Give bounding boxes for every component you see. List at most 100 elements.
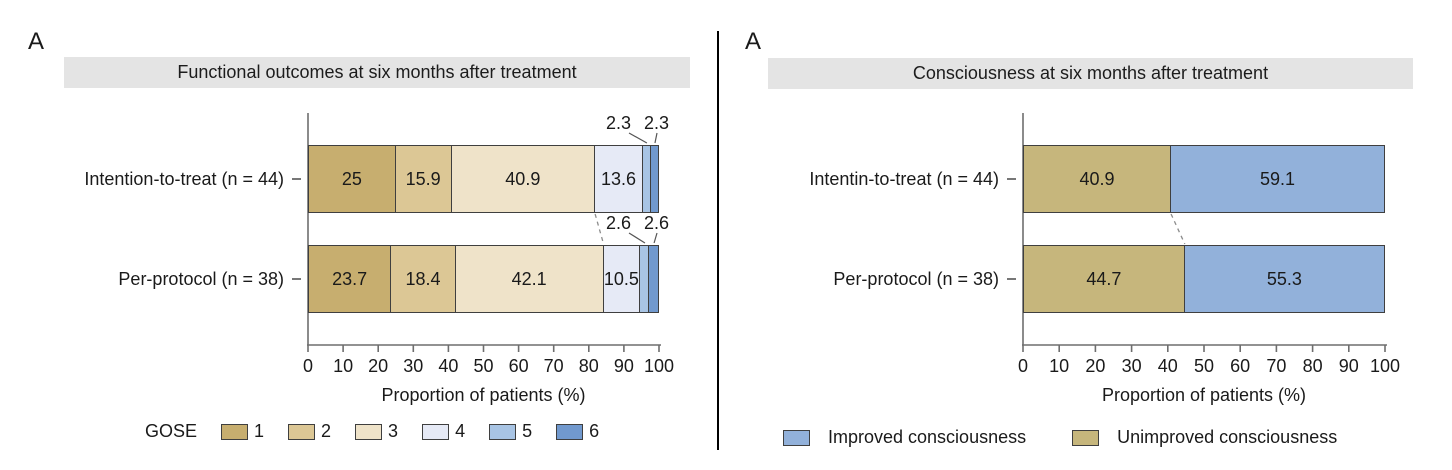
x-tick-label: 80 <box>1302 356 1323 376</box>
stacked-bar: 23.7 18.4 42.1 10.5 <box>308 245 659 313</box>
segment-value-label: 2.3 <box>643 113 669 133</box>
legend-item-label: 6 <box>589 421 600 441</box>
legend-item: 5 <box>489 421 532 442</box>
x-tick-label: 100 <box>643 356 675 376</box>
bar-segment: 59.1 <box>1171 145 1385 213</box>
x-tick-label: 50 <box>473 356 494 376</box>
legend-item: 1 <box>221 421 264 442</box>
x-tick-label: 20 <box>368 356 389 376</box>
x-tick-label: 60 <box>1230 356 1251 376</box>
bar-segment: 23.7 <box>308 245 392 313</box>
panel-functional-outcomes: A Functional outcomes at six months afte… <box>28 28 690 442</box>
x-tick-label: 60 <box>508 356 529 376</box>
segment-value-label: 23.7 <box>332 268 368 289</box>
bar-segment: 42.1 <box>455 245 604 313</box>
chart-area: Intentin-to-treat (n = 44) 40.9 59.1 Per-pr… <box>726 0 1452 470</box>
segment-value-label: 15.9 <box>405 168 441 189</box>
outside-value-labels: 2.3 2.3 <box>308 114 669 133</box>
value-label-leader-line <box>654 132 658 144</box>
x-tick-label: 90 <box>613 356 634 376</box>
x-tick-label: 0 <box>1017 356 1029 376</box>
legend-item: 2 <box>288 421 331 442</box>
legend: Improved consciousness Unimproved conscio… <box>783 427 1337 448</box>
legend-swatch-icon <box>556 423 584 440</box>
legend-title: GOSE <box>145 421 198 441</box>
bar-segment <box>640 245 650 313</box>
segment-value-label: 2.3 <box>605 113 631 133</box>
legend-swatch-icon <box>1072 429 1100 446</box>
bar-segment: 55.3 <box>1184 245 1385 313</box>
legend-swatch-icon <box>783 429 810 446</box>
category-label: Intentin-to-treat (n = 44) <box>809 169 999 189</box>
legend-item: Improved consciousness <box>783 427 1026 448</box>
segment-value-label: 59.1 <box>1259 168 1296 189</box>
between-bars-connector-line <box>1170 213 1186 245</box>
x-axis-title: Proportion of patients (%) <box>1101 385 1307 405</box>
segment-value-label: 13.6 <box>600 168 636 189</box>
category-label: Per-protocol (n = 38) <box>833 269 999 289</box>
segment-value-label: 25 <box>341 168 362 189</box>
panel-divider <box>717 31 719 450</box>
legend-item-label: 3 <box>388 421 399 441</box>
panel-consciousness: A Consciousness at six months after trea… <box>726 0 1452 470</box>
x-tick-label: 70 <box>1266 356 1287 376</box>
legend-item: 6 <box>556 421 599 442</box>
segment-value-label: 18.4 <box>405 268 441 289</box>
bar-segment: 18.4 <box>391 245 456 313</box>
legend-item-label: 1 <box>254 421 265 441</box>
legend-item: 3 <box>355 421 398 442</box>
x-tick-label: 30 <box>403 356 424 376</box>
panel-letter: A <box>745 28 762 55</box>
segment-value-label: 2.6 <box>605 213 631 233</box>
x-tick-label: 80 <box>578 356 599 376</box>
bar-segment: 13.6 <box>595 145 643 213</box>
stacked-bar: 44.7 55.3 <box>1023 245 1385 313</box>
segment-value-label: 40.9 <box>1079 168 1115 189</box>
legend-item: 4 <box>422 421 465 442</box>
x-tick-label: 50 <box>1193 356 1215 376</box>
legend-item-label: 5 <box>522 421 533 441</box>
value-label-leader-line <box>653 232 658 244</box>
legend-swatch-icon <box>221 423 249 440</box>
legend-swatch-icon <box>489 423 517 440</box>
chart-area: Intention-to-treat (n = 44) 25 15.9 40.9 13.… <box>84 113 675 442</box>
bar-segment: 44.7 <box>1023 245 1185 313</box>
bar-segment <box>650 145 659 213</box>
x-tick-label: 10 <box>1049 356 1070 376</box>
segment-value-label: 10.5 <box>603 268 639 289</box>
bar-segment: 25 <box>308 145 396 213</box>
segment-value-label: 55.3 <box>1266 268 1302 289</box>
panel-letter: A <box>28 28 45 55</box>
x-tick-label: 40 <box>1157 356 1178 376</box>
x-tick-label: 90 <box>1338 356 1359 376</box>
segment-value-label: 2.6 <box>643 213 669 233</box>
x-tick-label: 10 <box>333 356 354 376</box>
chart-title: Functional outcomes at six months after … <box>64 57 690 88</box>
category-label: Per-protocol (n = 38) <box>118 269 284 289</box>
legend-item-label: Improved consciousness <box>828 427 1027 447</box>
x-tick-label: 70 <box>543 356 564 376</box>
value-label-leader-line <box>628 132 648 144</box>
legend-item-label: Unimproved consciousness <box>1117 427 1338 447</box>
legend: GOSE 1 2 3 4 5 6 <box>145 421 599 442</box>
bar-segment: 40.9 <box>1023 145 1172 213</box>
stacked-bar: 40.9 59.1 <box>1023 145 1385 213</box>
bar-segment <box>642 145 651 213</box>
bar-segment: 15.9 <box>395 145 452 213</box>
value-label-leader-line <box>628 232 646 244</box>
x-tick-label: 100 <box>1369 356 1401 376</box>
x-tick-label: 0 <box>302 356 314 376</box>
x-tick-label: 30 <box>1121 356 1142 376</box>
x-tick-label: 40 <box>438 356 459 376</box>
chart-title: Consciousness at six months after treatm… <box>768 58 1413 89</box>
outside-value-labels: 2.6 2.6 <box>308 214 669 233</box>
bar-segment: 10.5 <box>603 245 641 313</box>
legend-item-label: 2 <box>321 421 332 441</box>
segment-value-label: 44.7 <box>1086 268 1122 289</box>
category-label: Intention-to-treat (n = 44) <box>84 169 284 189</box>
legend-swatch-icon <box>288 423 316 440</box>
legend-item-label: 4 <box>455 421 466 441</box>
bar-segment: 40.9 <box>451 145 596 213</box>
legend-item: Unimproved consciousness <box>1072 427 1337 448</box>
x-axis-title: Proportion of patients (%) <box>381 385 586 405</box>
